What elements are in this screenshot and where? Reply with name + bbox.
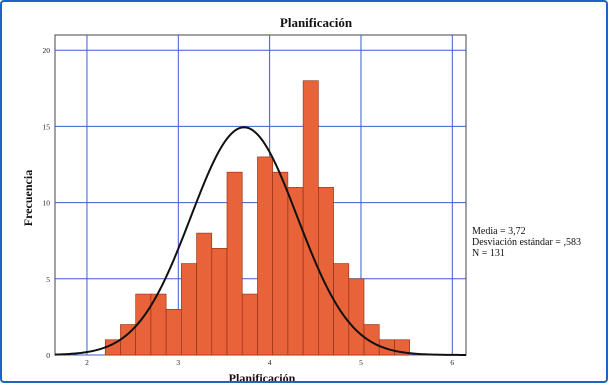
x-tick-label: 2 xyxy=(85,358,89,367)
normal-curve xyxy=(54,126,467,356)
histogram-bar xyxy=(348,278,365,356)
stat-sd: Desviación estándar = ,583 xyxy=(472,237,581,248)
y-tick-label: 0 xyxy=(46,351,50,360)
histogram-bar xyxy=(165,308,182,356)
y-tick-label: 10 xyxy=(43,199,51,208)
x-tick-label: 3 xyxy=(176,358,180,367)
histogram-bar xyxy=(257,156,273,356)
y-tick-label: 5 xyxy=(46,275,50,284)
histogram-bar xyxy=(211,248,228,356)
x-tick-label: 5 xyxy=(359,358,363,367)
histogram-bar xyxy=(226,171,243,356)
stat-n: N = 131 xyxy=(472,248,505,259)
histogram-bar xyxy=(318,187,334,356)
chart-title: Planificación xyxy=(280,15,353,30)
x-tick-label: 6 xyxy=(450,358,454,367)
y-tick-label: 20 xyxy=(43,46,51,55)
histogram-bar xyxy=(333,263,350,356)
stats-box: Media = 3,72 Desviación estándar = ,583 … xyxy=(472,226,581,259)
y-axis-label: Frecuencia xyxy=(21,170,35,226)
x-tick-label: 4 xyxy=(268,358,272,367)
histogram-bar xyxy=(196,232,213,356)
y-tick-label: 15 xyxy=(43,122,51,131)
normal-curve-line xyxy=(54,126,467,356)
histogram-bars xyxy=(104,80,410,356)
stat-mean: Media = 3,72 xyxy=(472,226,526,237)
histogram-bar xyxy=(181,263,197,356)
histogram-bar xyxy=(272,171,289,356)
x-axis-label: Planificación xyxy=(229,371,296,381)
histogram-bar xyxy=(302,80,319,356)
histogram-bar xyxy=(241,293,258,356)
axis-ticks: 2 3 4 5 6 0 5 10 15 20 xyxy=(43,46,455,367)
